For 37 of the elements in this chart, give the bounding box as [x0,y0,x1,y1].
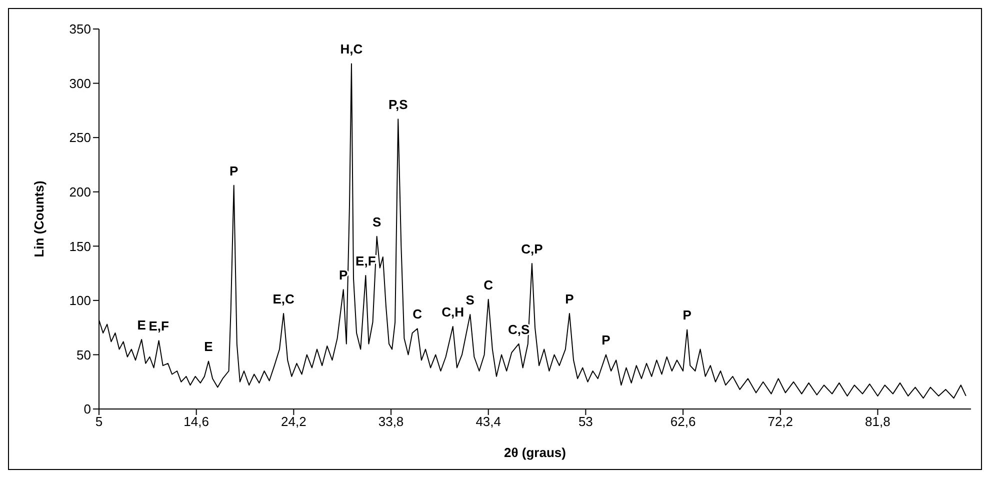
annotation: E [204,339,214,354]
annotation: S [372,214,382,230]
annotation: S [466,292,475,308]
x-tick-label: 14,6 [184,414,209,430]
y-tick-label: 50 [76,347,91,362]
annotation: C,H [442,304,464,320]
y-axis-title: Lin (Counts) [32,180,47,258]
y-tick-label: 150 [69,238,91,254]
annotation: H,C [340,42,364,57]
annotation: E [137,318,146,333]
x-tick-label: 53 [578,414,593,430]
x-tick-label: 62,6 [670,414,696,430]
annotation: P [230,163,239,178]
annotation: P [682,308,692,323]
y-tick-label: 300 [69,76,91,91]
x-tick-label: 72,2 [768,414,794,430]
y-tick-label: 0 [84,402,91,417]
x-tick-label: 43,4 [476,414,502,430]
y-tick-label: 100 [69,293,91,308]
x-tick-label: 81,8 [865,414,890,430]
annotation: P [565,291,574,306]
x-tick-label: 33,8 [378,414,404,430]
x-tick-label: 5 [95,414,103,430]
annotation: E,C [272,291,295,306]
y-tick-label: 250 [69,130,91,146]
annotation: P [339,268,348,283]
annotation: C [412,306,423,322]
annotation: P [602,332,611,348]
annotation: C [484,277,494,292]
y-tick-label: 350 [69,22,91,37]
x-axis-title: 2θ (graus) [504,445,566,460]
annotation: E,F [148,318,169,334]
y-tick-label: 200 [69,184,91,200]
annotation: P,S [388,97,408,112]
annotation: C,P [521,242,544,257]
annotation: E,F [356,253,376,268]
x-tick-label: 24,2 [281,414,306,430]
